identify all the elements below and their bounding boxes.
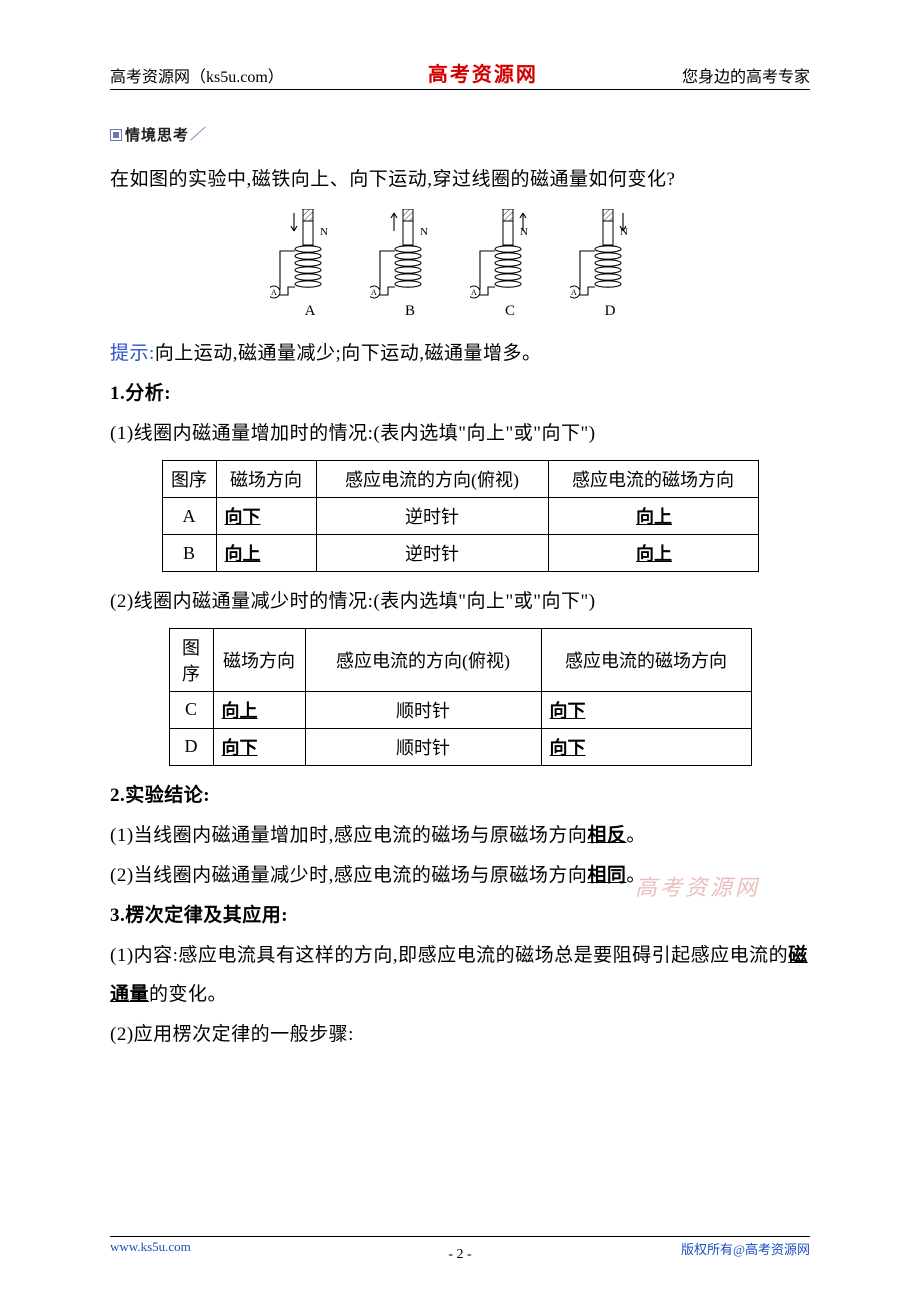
svg-text:A: A [471,288,477,297]
cell-induced: 向下 [541,691,751,728]
header-right: 您身边的高考专家 [682,63,810,87]
table-row: A 向下 逆时针 向上 [162,498,758,535]
hint-label: 提示: [110,343,155,364]
table-header-row: 图序 磁场方向 感应电流的方向(俯视) 感应电流的磁场方向 [162,461,758,498]
svg-text:A: A [571,288,577,297]
table-increase: 图序 磁场方向 感应电流的方向(俯视) 感应电流的磁场方向 A 向下 逆时针 向… [162,460,759,572]
figure-caption: D [570,303,650,320]
cell-field: 向上 [216,535,316,572]
conclusion-2: (2)当线圈内磁通量减少时,感应电流的磁场与原磁场方向相同。 [110,856,810,896]
header-left: 高考资源网（ks5u.com） [110,63,284,87]
th: 感应电流的磁场方向 [541,628,751,691]
page-footer: www.ks5u.com - 2 - 版权所有@高考资源网 [110,1236,810,1258]
conclusion2-key: 相同 [587,865,626,886]
table-row: D 向下 顺时针 向下 [169,728,751,765]
figure-caption: C [470,303,550,320]
conclusion2-pre: (2)当线圈内磁通量减少时,感应电流的磁场与原磁场方向 [110,865,587,886]
th: 感应电流的方向(俯视) [316,461,548,498]
th: 感应电流的方向(俯视) [305,628,541,691]
cell-seq: C [169,691,213,728]
svg-text:A: A [371,288,377,297]
figure-caption: B [370,303,450,320]
svg-text:A: A [271,288,277,297]
lenz1-pre: (1)内容:感应电流具有这样的方向,即感应电流的磁场总是要阻碍引起感应电流的 [110,945,788,966]
figure-c: N A C [470,209,550,320]
conclusion2-post: 。 [626,865,646,886]
svg-text:N: N [320,226,328,238]
badge-slash-icon: ⟋ [190,124,203,145]
th: 磁场方向 [216,461,316,498]
cell-induced: 向上 [548,535,758,572]
svg-text:N: N [420,226,428,238]
lenz-2: (2)应用楞次定律的一般步骤: [110,1015,810,1055]
figure-b: N A B [370,209,450,320]
th: 感应电流的磁场方向 [548,461,758,498]
th: 磁场方向 [213,628,305,691]
figure-caption: A [270,303,350,320]
experiment-figure: N A A N A B [110,209,810,320]
cell-induced: 向下 [541,728,751,765]
cell-induced: 向上 [548,498,758,535]
footer-page-number: - 2 - [448,1247,471,1263]
figure-d: N A D [570,209,650,320]
question-text: 在如图的实验中,磁铁向上、向下运动,穿过线圈的磁通量如何变化? [110,160,810,200]
th: 图序 [162,461,216,498]
conclusion1-post: 。 [626,825,646,846]
header-brand: 高考资源网 [428,58,538,87]
cell-seq: A [162,498,216,535]
cell-field: 向上 [213,691,305,728]
section-badge: 情境思考 ⟋ [110,124,203,145]
cell-seq: B [162,535,216,572]
cell-current: 逆时针 [316,535,548,572]
section-badge-text: 情境思考 [125,124,189,145]
conclusion-1: (1)当线圈内磁通量增加时,感应电流的磁场与原磁场方向相反。 [110,816,810,856]
cell-current: 顺时针 [305,691,541,728]
cell-current: 顺时针 [305,728,541,765]
analysis-heading: 1.分析: [110,374,810,414]
page-header: 高考资源网（ks5u.com） 高考资源网 您身边的高考专家 [110,58,810,90]
conclusion1-key: 相反 [587,825,626,846]
footer-url: www.ks5u.com [110,1239,191,1255]
lenz-heading: 3.楞次定律及其应用: [110,896,810,936]
conclusion1-pre: (1)当线圈内磁通量增加时,感应电流的磁场与原磁场方向 [110,825,587,846]
lenz1-post: 的变化。 [149,984,227,1005]
cell-current: 逆时针 [316,498,548,535]
figure-a: N A A [270,209,350,320]
conclusion-heading: 2.实验结论: [110,776,810,816]
th: 图序 [169,628,213,691]
table-decrease: 图序 磁场方向 感应电流的方向(俯视) 感应电流的磁场方向 C 向上 顺时针 向… [169,628,752,766]
badge-square-icon [110,129,122,141]
table-header-row: 图序 磁场方向 感应电流的方向(俯视) 感应电流的磁场方向 [169,628,751,691]
cell-field: 向下 [216,498,316,535]
sub1-caption: (1)线圈内磁通量增加时的情况:(表内选填"向上"或"向下") [110,414,810,454]
sub2-caption: (2)线圈内磁通量减少时的情况:(表内选填"向上"或"向下") [110,582,810,622]
table-row: C 向上 顺时针 向下 [169,691,751,728]
hint-text: 向上运动,磁通量减少;向下运动,磁通量增多。 [155,343,542,364]
cell-seq: D [169,728,213,765]
table-row: B 向上 逆时针 向上 [162,535,758,572]
cell-field: 向下 [213,728,305,765]
footer-copyright: 版权所有@高考资源网 [681,1239,810,1258]
hint-line: 提示:向上运动,磁通量减少;向下运动,磁通量增多。 [110,334,810,374]
lenz-1: (1)内容:感应电流具有这样的方向,即感应电流的磁场总是要阻碍引起感应电流的磁通… [110,936,810,1016]
svg-text:N: N [520,226,528,238]
